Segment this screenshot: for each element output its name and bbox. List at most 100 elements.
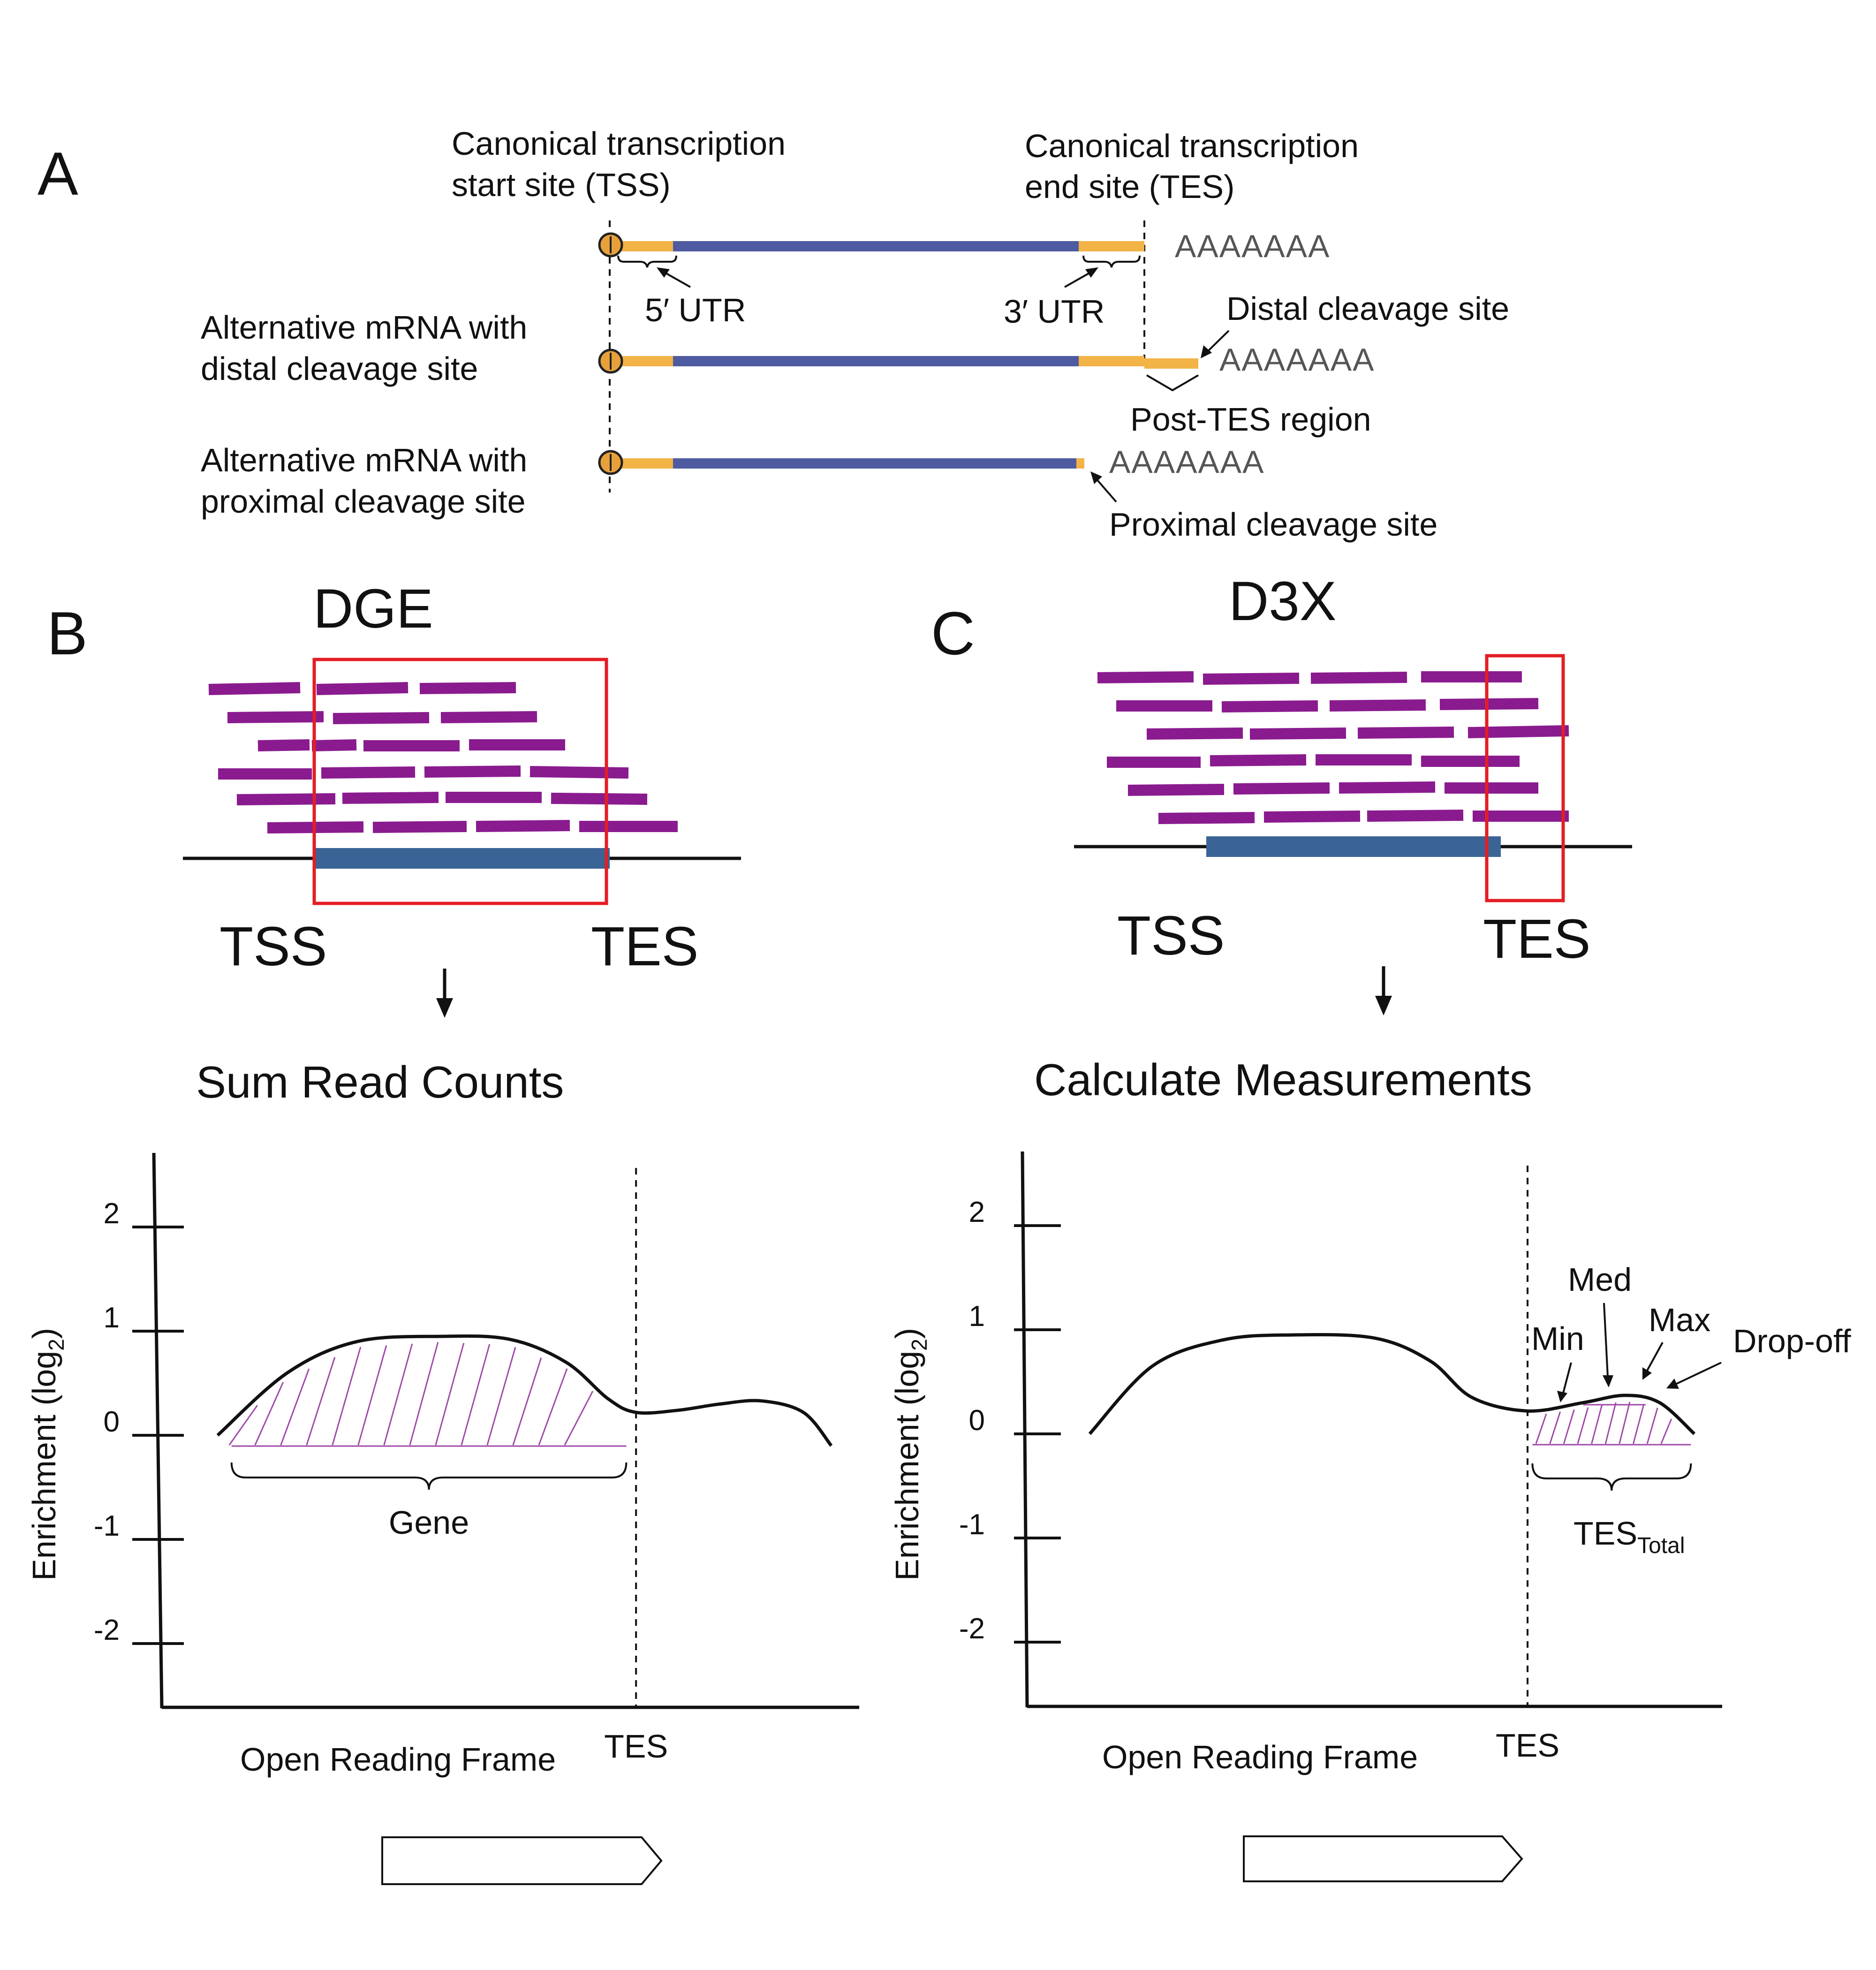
chart-b-hatch-4 — [332, 1347, 362, 1446]
utr3-arrow-head — [1085, 267, 1098, 278]
chart-c-tes-total-brace — [1531, 1463, 1692, 1491]
chart-b-gene-brace — [230, 1462, 628, 1490]
panel-c-read-3 — [1310, 672, 1407, 684]
utr3-label: 3′ UTR — [1004, 293, 1104, 330]
proximal-arrow — [1094, 477, 1117, 503]
chart-b-hatch-0 — [228, 1405, 258, 1446]
panel-c-read-9 — [1146, 727, 1243, 740]
panel-c-chart: 2 1 0 -1 -2 TESTotal Min Med Max Drop-off En… — [889, 1151, 1851, 1882]
panel-b-schematic: B DGE TSS TES Sum Read Counts — [47, 578, 741, 1107]
panel-c-read-19 — [1339, 781, 1436, 794]
chart-c-tick-label-1: 1 — [969, 1300, 985, 1333]
utr5-arrow — [662, 270, 691, 288]
tes-label-line2: end site (TES) — [1025, 168, 1234, 205]
panel-b-read-2 — [316, 682, 408, 695]
panel-b-chart: 2 1 0 -1 -2 Gene Enrichment (log2) Open Read… — [26, 1152, 859, 1885]
chart-b-x-title: Open Reading Frame — [240, 1741, 556, 1778]
panel-b-gene-body — [315, 848, 610, 869]
panel-c-read-22 — [1263, 811, 1361, 823]
chart-c-hatch-1 — [1549, 1411, 1561, 1444]
panel-b-read-13 — [424, 765, 521, 778]
panel-c-tes-window — [1485, 654, 1565, 902]
panel-c-read-12 — [1468, 725, 1569, 738]
chart-b-x-tes-label: TES — [604, 1728, 668, 1765]
dropoff-arrow-head — [1666, 1379, 1679, 1389]
distal-site-label: Distal cleavage site — [1226, 290, 1509, 327]
max-arrow-head — [1642, 1367, 1652, 1380]
panel-b-down-arrow-head — [436, 998, 453, 1018]
post-tes-label: Post-TES region — [1130, 401, 1371, 438]
panel-c-schematic: C D3X TSS TES Calculate Measurements — [931, 570, 1632, 1105]
chart-b-hatch-12 — [538, 1368, 568, 1446]
utr5-label: 5′ UTR — [645, 292, 746, 328]
chart-b-tick-label-2: 0 — [104, 1406, 120, 1438]
chart-b-orf-arrow-icon — [381, 1836, 663, 1885]
panel-a-label: A — [38, 139, 78, 208]
chart-b-hatch-11 — [512, 1357, 542, 1446]
panel-b-tss-label: TSS — [219, 916, 327, 977]
panel-c-reads — [1097, 671, 1569, 824]
tss-label-line1: Canonical transcription — [452, 125, 786, 162]
post-tes-bracket — [1146, 374, 1199, 392]
panel-b-step: Sum Read Counts — [196, 1057, 564, 1107]
panel-c-read-18 — [1233, 782, 1330, 795]
chart-c-min-label: Min — [1531, 1320, 1584, 1357]
panel-b-read-3 — [419, 682, 516, 694]
panel-b-read-12 — [321, 766, 416, 779]
chart-c-dropoff-label: Drop-off — [1733, 1323, 1851, 1359]
panel-b-read-5 — [333, 712, 430, 724]
chart-c-med-label: Med — [1568, 1261, 1632, 1298]
med-arrow — [1603, 1303, 1609, 1377]
distal-mrna-line1: Alternative mRNA with — [201, 309, 527, 346]
chart-b-enrichment-curve — [216, 1334, 833, 1447]
distal-arrow — [1205, 330, 1230, 354]
panel-b-read-4 — [227, 711, 324, 723]
chart-b-y-title: Enrichment (log2) — [26, 1328, 68, 1581]
panel-b-read-16 — [342, 792, 439, 804]
chart-b-area-hatch — [228, 1342, 594, 1446]
chart-c-x-title: Open Reading Frame — [1102, 1739, 1418, 1775]
chart-c-x-tes-label: TES — [1496, 1727, 1559, 1764]
chart-c-region-label: TESTotal — [1573, 1515, 1685, 1558]
chart-b-hatch-1 — [254, 1382, 284, 1446]
panel-b-read-15 — [236, 793, 336, 805]
chart-b-hatch-13 — [564, 1391, 594, 1446]
proximal-mrna-line2: proximal cleavage site — [201, 483, 526, 520]
utr5-arrow-head — [657, 267, 670, 278]
chart-c-hatch-0 — [1535, 1413, 1547, 1444]
panel-c-read-2 — [1203, 673, 1300, 685]
chart-b-tick-label-0: 2 — [104, 1197, 120, 1230]
chart-c-y-title: Enrichment (log2) — [889, 1328, 931, 1581]
chart-c-ticks: 2 1 0 -1 -2 — [959, 1196, 1061, 1645]
chart-c-tick-label-2: 0 — [969, 1404, 985, 1437]
chart-b-hatch-7 — [409, 1342, 439, 1446]
panel-c-tes-label: TES — [1483, 908, 1591, 970]
chart-c-hatch-6 — [1619, 1402, 1631, 1444]
chart-c-hatch-5 — [1604, 1402, 1617, 1444]
panel-a: A Canonical transcription start site (TS… — [38, 125, 1509, 543]
panel-c-read-7 — [1329, 699, 1426, 712]
chart-b-hatch-6 — [383, 1343, 413, 1446]
proximal-site-label: Proximal cleavage site — [1109, 506, 1437, 543]
dropoff-arrow — [1676, 1362, 1722, 1385]
panel-b-read-14 — [530, 766, 629, 779]
panel-c-read-10 — [1249, 727, 1346, 740]
panel-b-count-window — [312, 658, 608, 905]
chart-b-hatch-2 — [280, 1368, 310, 1446]
min-arrow-head — [1557, 1391, 1567, 1402]
chart-c-hatch-4 — [1591, 1405, 1603, 1444]
chart-c-hatch-2 — [1563, 1409, 1575, 1444]
chart-b-y-axis — [152, 1152, 164, 1709]
chart-c-enrichment-curve — [1088, 1333, 1696, 1435]
panel-c-read-6 — [1221, 700, 1318, 712]
chart-b-hatch-3 — [306, 1357, 336, 1446]
panel-b-read-1 — [208, 682, 301, 695]
proximal-arrow-head — [1090, 471, 1102, 484]
panel-c-down-arrow-head — [1375, 996, 1392, 1015]
distal-polya-tail: AAAAAAA — [1219, 342, 1375, 378]
chart-c-max-label: Max — [1649, 1302, 1710, 1338]
panel-b-read-18 — [551, 793, 648, 805]
med-arrow-head — [1603, 1375, 1613, 1387]
canonical-transcript: AAAAAAA — [598, 228, 1330, 264]
